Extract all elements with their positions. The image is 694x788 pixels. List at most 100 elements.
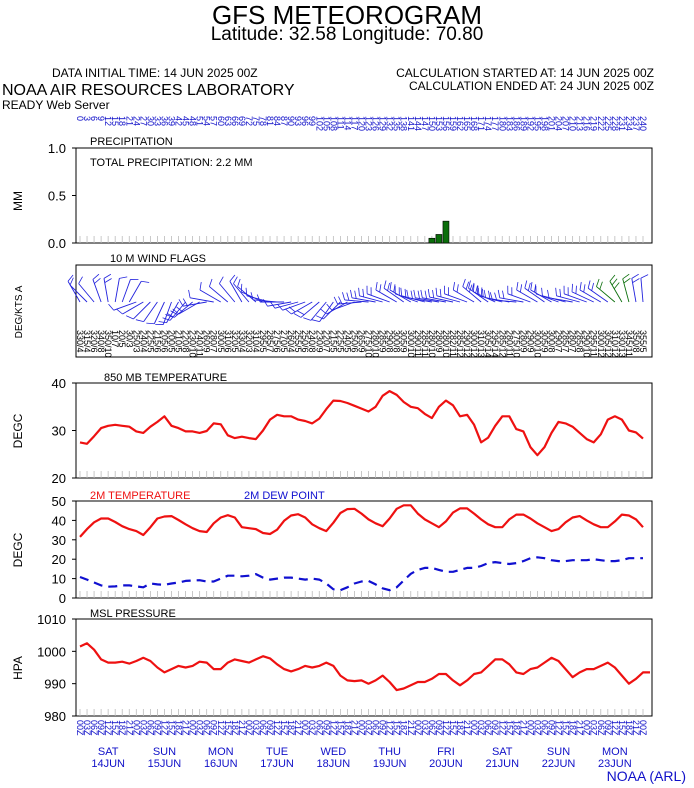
wind-barb xyxy=(555,287,557,296)
wind-flag xyxy=(267,301,292,307)
utc-time-label: 03Z xyxy=(476,720,486,736)
wind-barb xyxy=(338,296,343,304)
forecast-hour-label: 156 xyxy=(441,116,451,131)
wind-barb xyxy=(534,284,537,293)
date-label: 16JUN xyxy=(204,758,238,770)
wind-barb xyxy=(404,288,407,297)
day-of-week-label: SUN xyxy=(547,746,570,758)
wind-barb xyxy=(424,290,427,299)
utc-time-label: 03Z xyxy=(589,720,599,736)
wind-value-label: 30/3 xyxy=(124,330,134,348)
utc-time-label: 06Z xyxy=(596,720,606,736)
wind-barb xyxy=(342,292,346,301)
wind-value-label: 215/6 xyxy=(152,330,162,353)
forecast-hour-label: 78 xyxy=(258,116,268,126)
wind-barb xyxy=(476,285,479,294)
forecast-hour-label: 159 xyxy=(448,116,458,131)
utc-time-label: 15Z xyxy=(110,720,120,736)
wind-barb xyxy=(94,277,101,284)
wind-barb xyxy=(326,303,333,311)
forecast-hour-label: 84 xyxy=(272,116,282,126)
wind-barb xyxy=(141,280,150,283)
precip-tick-label: 0.5 xyxy=(48,189,66,204)
wind-barb xyxy=(346,292,350,301)
wind-flag xyxy=(67,280,81,303)
mslp-series-line-0 xyxy=(79,642,650,692)
forecast-hour-label: 177 xyxy=(490,116,500,131)
utc-time-label: 18Z xyxy=(230,720,240,736)
wind-flag xyxy=(233,283,250,303)
forecast-hour-label: 81 xyxy=(265,116,275,126)
t850-title: 850 MB TEMPERATURE xyxy=(104,372,227,384)
wind-value-label: 230/9 xyxy=(314,330,324,353)
wind-value-label: 10/7 xyxy=(110,330,120,348)
wind-barb xyxy=(170,310,178,315)
date-label: 22JUN xyxy=(542,758,576,770)
utc-time-label: 18Z xyxy=(286,720,296,736)
t2m-tick-label: 10 xyxy=(52,572,66,587)
utc-time-label: 15Z xyxy=(335,720,345,736)
wind-value-label: 315/4 xyxy=(82,330,92,353)
wind-value-label: 350/10 xyxy=(103,330,113,358)
wind-barb xyxy=(333,296,338,305)
utc-time-label: 03Z xyxy=(195,720,205,736)
forecast-hour-label: 144 xyxy=(413,116,423,131)
calculation-ended: CALCULATION ENDED AT: 24 JUN 2025 00Z xyxy=(409,79,654,93)
utc-time-label: 12Z xyxy=(385,720,395,736)
wind-value-label: 300/12 xyxy=(596,330,606,358)
day-of-week-label: FRI xyxy=(437,746,455,758)
wind-flag xyxy=(507,293,531,303)
wind-value-label: 355/5 xyxy=(638,330,648,353)
wind-barb xyxy=(427,289,430,298)
date-label: 21JUN xyxy=(485,758,519,770)
wind-value-label: 20/5 xyxy=(117,330,127,348)
wind-value-label: 260/4 xyxy=(286,330,296,353)
utc-time-label: 00Z xyxy=(300,720,310,736)
forecast-hour-label: 186 xyxy=(511,116,521,131)
forecast-hour-label: 231 xyxy=(617,116,627,131)
wind-value-label: 210/5 xyxy=(174,330,184,353)
utc-time-label: 06Z xyxy=(89,720,99,736)
wind-barb xyxy=(119,276,128,279)
wind-value-label: 230/10 xyxy=(188,330,198,358)
wind-barb xyxy=(165,314,174,318)
wind-value-label: 220/7 xyxy=(321,330,331,353)
wind-flag xyxy=(69,284,88,303)
wind-value-label: 295/5 xyxy=(258,330,268,353)
wind-barb xyxy=(631,273,639,279)
t2m-ylabel: DEGC xyxy=(11,532,25,567)
wind-barb xyxy=(209,278,213,287)
utc-time-label: 09Z xyxy=(603,720,613,736)
wind-barb xyxy=(559,288,562,297)
wind-flag xyxy=(453,289,475,303)
wind-value-label: 300/10 xyxy=(532,330,542,358)
wind-value-label: 295/14 xyxy=(490,330,500,358)
lab-name: NOAA AIR RESOURCES LABORATORY xyxy=(2,82,295,99)
t2m-tick-label: 20 xyxy=(52,552,66,567)
wind-barb xyxy=(269,301,276,309)
forecast-hour-label: 93 xyxy=(293,116,303,126)
utc-time-label: 18Z xyxy=(455,720,465,736)
wind-barb xyxy=(587,280,591,289)
wind-value-label: 285/11 xyxy=(420,330,430,357)
wind-value-label: 270/5 xyxy=(279,330,289,353)
wind-flag xyxy=(128,280,142,303)
wind-barb xyxy=(524,280,528,289)
server-label: READY Web Server xyxy=(2,98,110,112)
wind-barb xyxy=(456,284,459,293)
forecast-hour-label: 132 xyxy=(385,116,395,131)
utc-time-label: 15Z xyxy=(561,720,571,736)
wind-barb xyxy=(92,273,100,280)
forecast-hour-label: 222 xyxy=(596,116,606,131)
wind-flag xyxy=(548,297,573,303)
forecast-hour-label: 33 xyxy=(152,116,162,126)
precip-bar xyxy=(442,220,450,244)
wind-barb xyxy=(393,284,396,293)
wind-flag xyxy=(535,293,559,303)
utc-time-label: 03Z xyxy=(420,720,430,736)
utc-time-label: 18Z xyxy=(624,720,634,736)
t850-tick-label: 40 xyxy=(52,376,66,391)
mslp-tick-label: 1000 xyxy=(37,644,66,659)
forecast-hour-label: 15 xyxy=(110,116,120,126)
wind-ylabel: DEG/KTS A xyxy=(14,285,25,338)
